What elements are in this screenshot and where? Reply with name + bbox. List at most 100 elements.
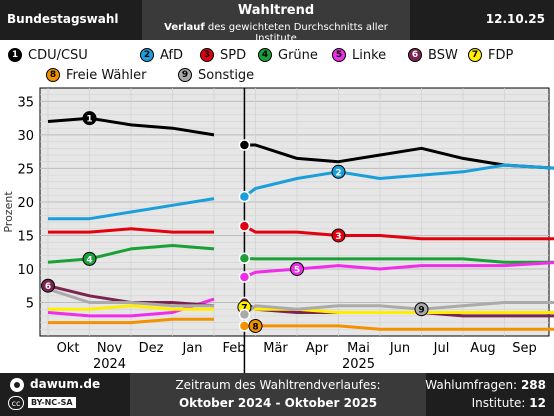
series-badge-number: 6 [45,282,51,292]
series-badge-number: 5 [294,265,300,275]
x-tick-label: Jun [389,341,410,356]
chart-title: Wahltrend [237,3,315,18]
x-tick-label: Jan [181,341,202,356]
cc-icon: cc [8,396,24,410]
legend-marker: 8 [46,68,60,82]
legend-item-sonstige: 9 Sonstige [178,66,254,84]
legend-marker: 5 [332,48,346,62]
x-tick-label: Okt [57,341,80,356]
y-axis: 5 10 15 20 25 30 35 Prozent [2,95,34,311]
institutes-count: Institute: 12 [472,396,546,410]
polls-label: Wahlumfragen: [425,378,518,392]
series-line-fdp [48,304,214,311]
legend-marker: 3 [200,48,214,62]
period-value: Oktober 2024 - Oktober 2025 [178,396,378,410]
legend-marker: 9 [178,68,192,82]
legend-item-gr-ne: 4 Grüne [258,46,318,64]
x-tick-label: Mai [347,341,370,356]
header-title-box: Wahltrend Verlauf des gewichteten Durchs… [142,0,410,44]
series-label-badge: 3 [331,228,346,243]
series-badge-circle [41,278,55,293]
legend-label: Freie Wähler [66,67,147,83]
y-tick-label: 25 [17,162,34,177]
chart-subtitle: Verlauf des gewichteten Durchschnitts al… [142,22,410,44]
polls-value: 288 [520,378,546,392]
header-date: 12.10.25 [485,12,545,26]
election-result-dot [238,190,251,203]
y-tick-label: 15 [17,229,34,244]
license-badge: BY-NC-SA [28,397,76,408]
series-badge-circle [331,164,346,179]
y-tick-label: 5 [26,296,34,311]
legend-item-fdp: 7 FDP [468,46,513,64]
legend-label: SPD [220,47,247,63]
series-line-sonstige [243,301,554,316]
legend-label: FDP [488,47,514,63]
series-badge-number: 8 [252,322,258,332]
series-badge-circle [290,261,304,276]
legend-marker: 2 [140,48,154,62]
series-line-afd [48,197,215,221]
dawum-logo-icon [10,378,24,392]
series-label-badge: 2 [331,164,346,179]
legend-label: BSW [428,47,458,63]
series-line-freie-w-hler [48,317,214,325]
y-tick-label: 30 [17,129,34,144]
legend-label: CDU/CSU [28,47,88,63]
y-tick-label: 35 [17,95,34,110]
legend-item-bsw: 6 BSW [408,46,458,64]
series-line-linke [243,261,554,279]
series-badge-number: 4 [86,255,92,265]
site-name[interactable]: dawum.de [30,377,101,391]
x-year-label: 2025 [342,357,375,372]
y-axis-label: Prozent [2,191,15,233]
election-result-dot [238,320,251,332]
series-label-badge: 8 [248,318,263,333]
x-axis: Okt Nov Dez Jan Feb Mär Apr Mai Jun Jul Aug Sep 2024… [57,341,537,372]
series-line-sonstige [47,287,214,308]
election-name: Bundestagswahl [7,12,119,26]
series-badge-number: 3 [335,232,341,242]
series-markers: 1 2 3 4 5 6 78 9 [41,111,429,333]
x-tick-label: Feb [222,341,245,356]
x-tick-label: Apr [306,341,329,356]
election-result-dot [238,139,251,151]
election-result-dot [238,308,251,321]
election-result-dot [238,220,251,232]
series-label-badge: 9 [414,302,429,317]
series-badge-circle [82,111,97,126]
series-label-badge: 1 [82,111,97,126]
legend-marker: 6 [408,48,422,62]
series-line-gr-ne [244,256,554,264]
legend-label: Linke [352,47,387,63]
institutes-label: Institute: [471,396,526,410]
legend-label: Sonstige [198,67,255,83]
election-result-dot [238,252,251,264]
header-bar: Bundestagswahl Wahltrend Verlauf des gew… [0,0,554,44]
legend: 1 CDU/CSU 2 AfD 3 SPD 4 Grüne 5 Linke 6 BSW 7 FDP 8 Fre… [0,40,554,88]
series-line-freie-w-hler [244,324,554,331]
x-tick-label: Mär [263,341,288,356]
series-line-fdp [244,305,554,314]
footer-bar: dawum.de cc BY-NC-SA Zeitraum des Wahltr… [0,373,554,416]
series-line-cdu-csu [244,143,554,170]
legend-marker: 7 [468,48,482,62]
institutes-value: 12 [529,396,546,410]
series-lines [47,116,554,331]
series-badge-number: 1 [86,115,92,125]
series-badge-number: 7 [241,304,247,314]
x-tick-label: Jul [433,341,450,356]
series-line-spd [48,227,214,234]
legend-marker: 4 [258,48,272,62]
x-tick-label: Dez [139,341,164,356]
series-line-afd [243,163,554,198]
polls-count: Wahlumfragen: 288 [425,378,546,392]
legend-item-freie-w-hler: 8 Freie Wähler [46,66,147,84]
y-tick-label: 20 [17,196,34,211]
subtitle-bold: Verlauf [164,22,205,33]
x-tick-label: Aug [470,341,495,356]
legend-label: Grüne [278,47,318,63]
legend-item-afd: 2 AfD [140,46,183,64]
series-badge-number: 9 [418,306,424,316]
